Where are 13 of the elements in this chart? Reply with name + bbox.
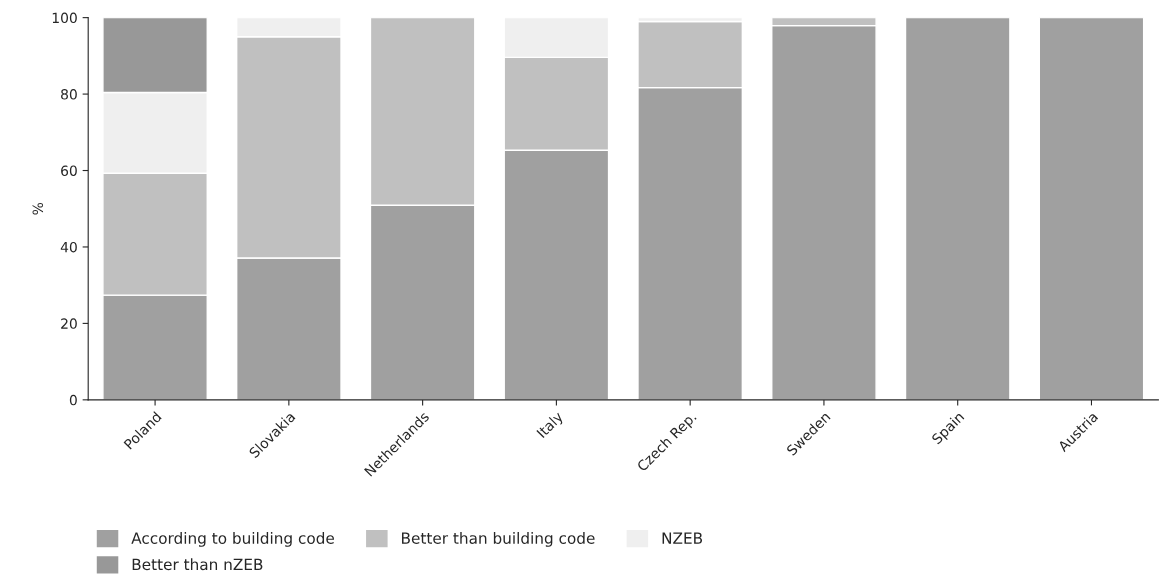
legend-label: NZEB bbox=[662, 532, 703, 544]
bar bbox=[904, 17, 1011, 400]
legend-label: Better than building code bbox=[402, 532, 595, 547]
bar bbox=[1038, 17, 1145, 400]
y-tick-label: 40 bbox=[60, 241, 77, 253]
legend-label: Better than nZEB bbox=[132, 558, 263, 571]
y-axis-title: % bbox=[32, 202, 44, 215]
y-tick-label: 80 bbox=[61, 89, 77, 100]
y-tick-label: 60 bbox=[61, 165, 77, 176]
y-tick-label: 0 bbox=[69, 394, 77, 406]
y-tick-label: 20 bbox=[61, 318, 77, 329]
y-tick-label: 100 bbox=[52, 12, 77, 24]
legend-label: According to building code bbox=[131, 532, 335, 547]
